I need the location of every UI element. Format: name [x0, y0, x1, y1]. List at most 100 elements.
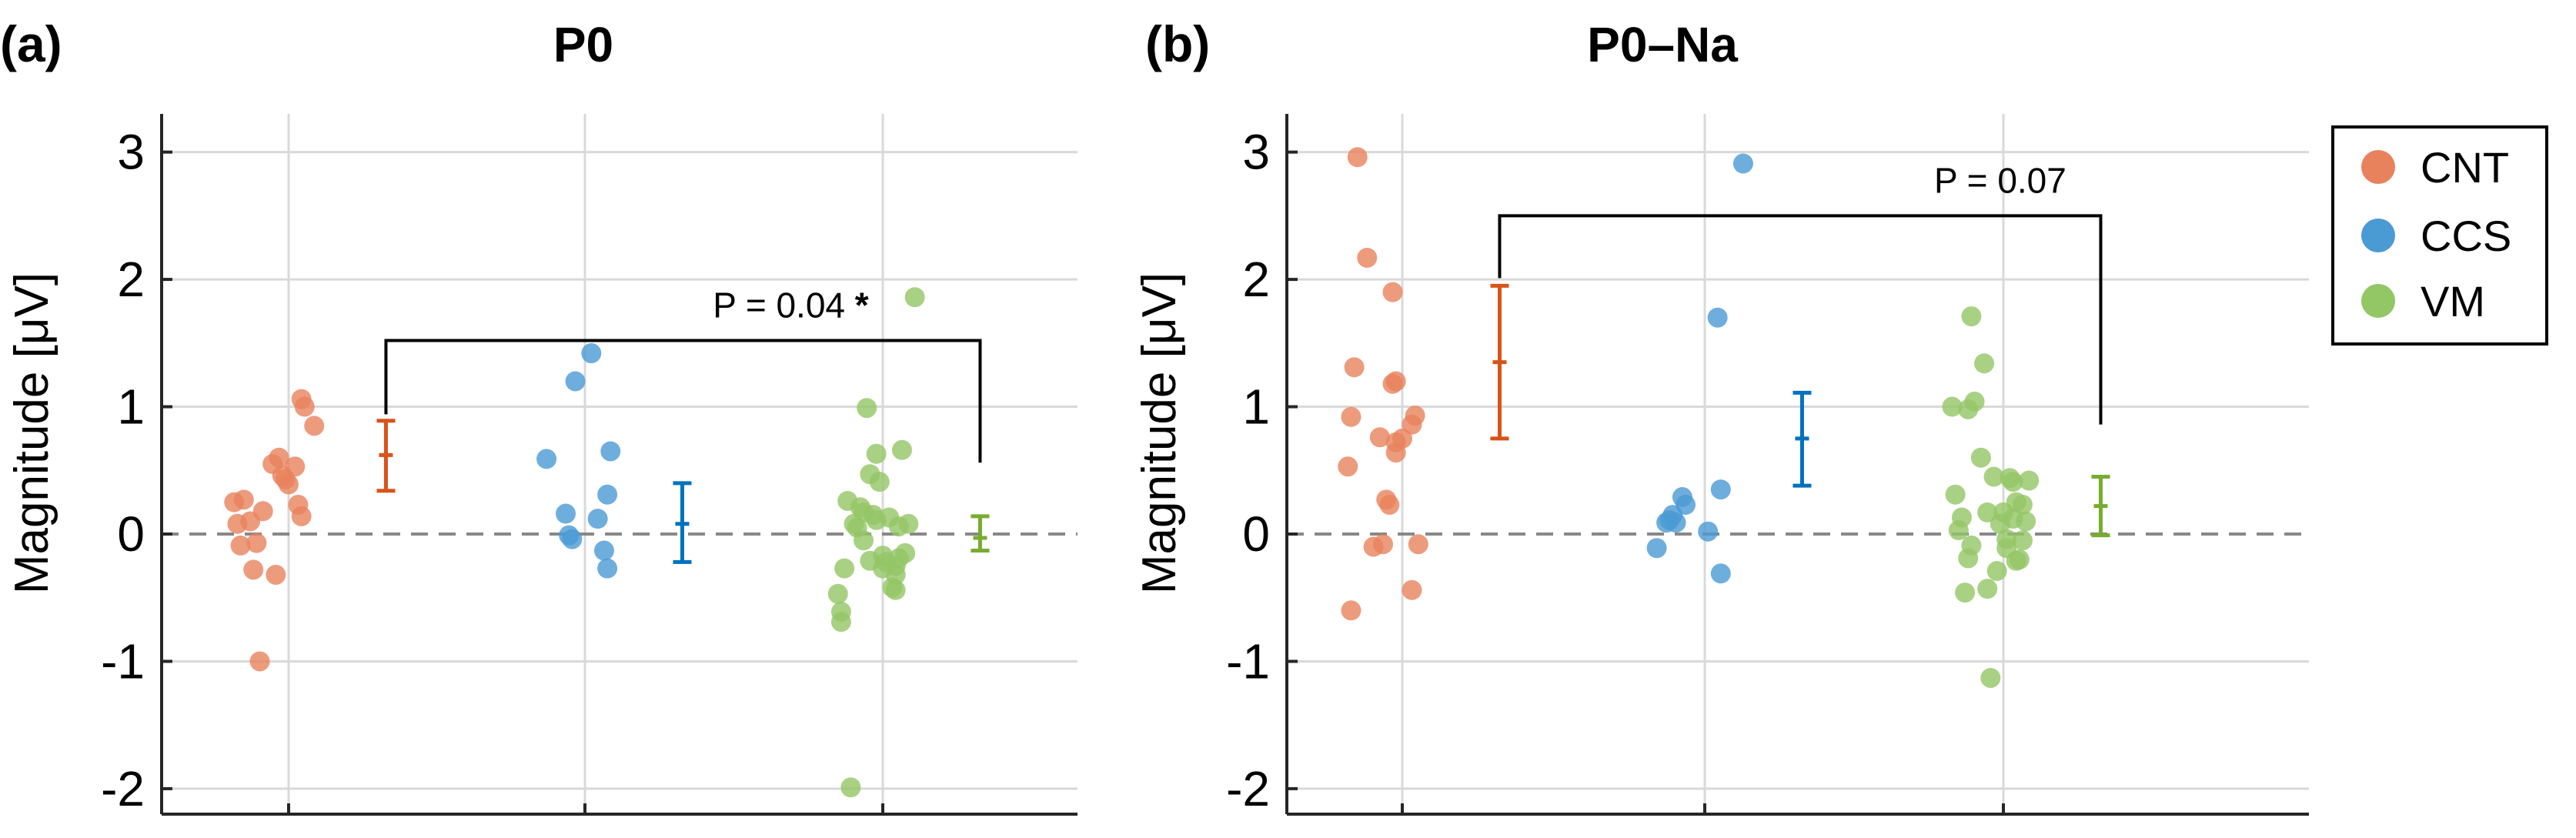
panel-b-point-vm — [1951, 507, 1972, 528]
panel-a-point-ccs — [562, 529, 583, 549]
panel-b-point-cnt — [1369, 427, 1390, 448]
panel-a-point-cnt — [249, 651, 270, 672]
panel-a-significance-bracket — [384, 339, 982, 463]
panel-a-point-cnt — [285, 456, 306, 477]
panel-a-point-cnt — [266, 564, 286, 585]
panel-b-point-vm — [2012, 494, 2033, 515]
panel-a-point-vm — [840, 777, 861, 798]
panel-b-point-cnt — [1408, 534, 1428, 555]
panel-b-point-vm — [1996, 538, 2017, 559]
panel-b-point-vm — [1942, 396, 1963, 417]
panel-b-point-ccs — [1707, 307, 1728, 328]
panel-b-point-cnt — [1341, 600, 1362, 621]
panel-a-point-cnt — [252, 501, 273, 522]
panel-a-point-ccs — [556, 503, 576, 524]
panel-b-plot-area: -2 -1 0 1 2 3 P = 0.07 — [1226, 114, 2309, 816]
panel-a-point-cnt — [233, 489, 254, 510]
panel-a-point-cnt — [243, 559, 264, 580]
panel-a-point-ccs — [587, 509, 608, 529]
panel-a-point-ccs — [565, 371, 586, 392]
panel-a-point-vm — [854, 530, 874, 551]
panel-b-point-vm — [1986, 560, 2007, 581]
panel-a-point-ccs — [600, 441, 621, 462]
panel-b-point-ccs — [1732, 153, 1753, 174]
panel-a-point-vm — [866, 443, 887, 464]
panel-a-ytick-label: 3 — [117, 125, 145, 180]
panel-b-point-cnt — [1338, 456, 1358, 477]
panel-b-point-vm — [1980, 667, 2001, 688]
panel-b-label: (b) — [1145, 15, 1210, 72]
panel-a-p-value: P = 0.04 * — [713, 285, 869, 326]
panel-b-significance-bracket — [1498, 214, 2103, 425]
panel-b-p-value-text: P = 0.07 — [1934, 160, 2066, 200]
panel-a-point-vm — [834, 558, 855, 579]
panel-b-point-cnt — [1373, 534, 1394, 555]
panel-a-point-cnt — [291, 506, 312, 526]
panel-a-plot-area: -2 -1 0 1 2 3 P = 0.04 * — [101, 114, 1078, 816]
panel-b-point-cnt — [1344, 357, 1365, 378]
panel-b: (b) P0–Na Magnitude [μV] -2 -1 0 1 2 3 P = 0.0… — [1133, 15, 2309, 816]
panel-a-point-cnt — [294, 396, 315, 417]
panel-a-ytick-label: 0 — [117, 506, 145, 562]
panel-a-point-vm — [827, 583, 848, 604]
panel-b-point-cnt — [1382, 282, 1403, 302]
panel-a: (a) P0 Magnitude [μV] -2 -1 0 1 2 3 P = 0.04 * — [0, 15, 1078, 816]
panel-a-point-ccs — [597, 558, 618, 579]
panel-a-point-vm — [854, 502, 874, 522]
panel-a-point-ccs — [597, 484, 618, 505]
panel-b-ytick-label: 1 — [1242, 379, 1270, 435]
panel-b-p-value: P = 0.07 — [1934, 160, 2066, 200]
legend-item-cnt: CNT — [2361, 143, 2509, 192]
panel-a-point-ccs — [536, 449, 557, 469]
panel-a-point-cnt — [230, 535, 251, 556]
panel-a-point-vm — [857, 398, 877, 419]
panel-a-ylabel: Magnitude [μV] — [5, 272, 58, 594]
legend-item-vm: VM — [2361, 277, 2485, 326]
legend-label-vm: VM — [2421, 277, 2485, 326]
legend-marker-cnt — [2361, 150, 2395, 184]
panel-b-ylabel: Magnitude [μV] — [1133, 272, 1186, 594]
panel-b-point-vm — [1970, 447, 1991, 468]
panel-b-point-vm — [1974, 353, 1995, 374]
panel-b-point-ccs — [1666, 512, 1686, 533]
panel-a-ytick-label: -1 — [101, 633, 145, 689]
panel-b-ytick-label: 2 — [1242, 252, 1270, 307]
panel-b-point-vm — [2012, 530, 2033, 551]
panel-b-point-ccs — [1646, 538, 1667, 559]
panel-b-point-vm — [1961, 306, 1982, 327]
panel-b-point-vm — [2016, 511, 2036, 532]
panel-b-point-vm — [1945, 484, 1966, 505]
panel-b-ytick-label: -2 — [1226, 761, 1270, 816]
panel-b-point-cnt — [1379, 494, 1400, 515]
panel-b-point-cnt — [1405, 406, 1425, 426]
panel-b-point-vm — [2009, 549, 2030, 570]
panel-a-point-vm — [898, 513, 919, 534]
panel-a-ytick-label: -2 — [101, 761, 145, 816]
legend: CNT CCS VM — [2331, 125, 2548, 346]
legend-label-ccs: CCS — [2421, 212, 2511, 260]
panel-a-point-vm — [885, 579, 906, 600]
panel-a-point-cnt — [279, 474, 299, 495]
legend-label-cnt: CNT — [2421, 143, 2509, 192]
panel-b-point-cnt — [1357, 247, 1378, 268]
panel-a-significance-star: * — [855, 285, 869, 326]
panel-b-point-cnt — [1385, 371, 1406, 392]
panel-b-point-ccs — [1698, 521, 1719, 542]
panel-b-point-ccs — [1676, 494, 1696, 515]
panel-b-point-ccs — [1710, 479, 1731, 500]
panel-b-point-cnt — [1347, 147, 1368, 168]
panel-a-point-ccs — [593, 540, 614, 561]
panel-b-point-vm — [1958, 399, 1979, 419]
panel-b-ytick-label: -1 — [1226, 633, 1270, 689]
panel-a-point-vm — [904, 287, 925, 308]
panel-a-ytick-label: 1 — [117, 379, 145, 435]
panel-a-point-ccs — [581, 343, 602, 364]
panel-a-label: (a) — [0, 15, 62, 72]
legend-marker-vm — [2361, 284, 2395, 318]
panel-b-point-vm — [2019, 470, 2040, 491]
panel-b-point-vm — [1961, 535, 1982, 556]
panel-b-point-vm — [1983, 466, 2004, 487]
panel-a-p-value-text: P = 0.04 — [713, 285, 855, 326]
panel-a-point-cnt — [246, 533, 267, 553]
